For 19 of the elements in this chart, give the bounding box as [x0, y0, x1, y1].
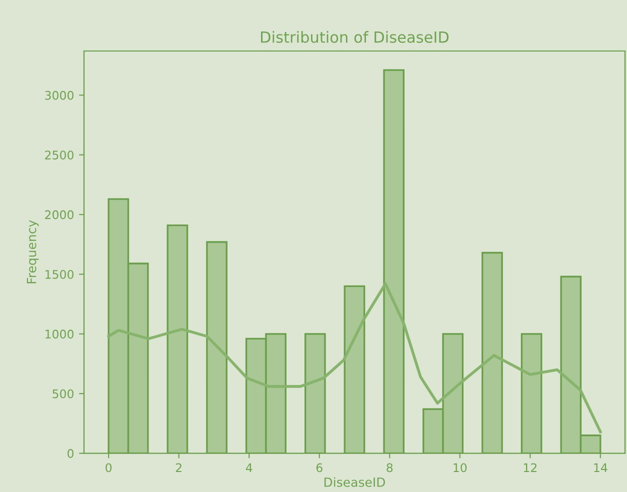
- y-tick-label: 1500: [46, 270, 74, 279]
- y-tick-label: 2000: [45, 210, 74, 220]
- y-tick-label: 3000: [45, 90, 74, 100]
- y-axis-title: Frequency: [26, 220, 39, 284]
- x-tick-label: 14: [594, 463, 608, 472]
- y-tick-label: 2500: [45, 150, 74, 160]
- x-tick-label: 10: [454, 463, 467, 472]
- line-series: [107, 282, 602, 434]
- y-tick-label: 0: [68, 449, 74, 458]
- x-tick-label: 12: [524, 463, 536, 472]
- x-tick-label: 0: [106, 463, 112, 472]
- x-tick-label: 2: [176, 463, 182, 472]
- x-tick-label: 6: [316, 463, 322, 472]
- y-tick-label: 1000: [46, 330, 74, 339]
- y-tick-label: 500: [52, 389, 74, 398]
- x-tick-label: 4: [246, 463, 252, 472]
- chart-title: Distribution of DiseaseID: [261, 31, 449, 43]
- x-tick-label: 8: [386, 463, 393, 472]
- x-axis-title: DiseaseID: [324, 477, 385, 487]
